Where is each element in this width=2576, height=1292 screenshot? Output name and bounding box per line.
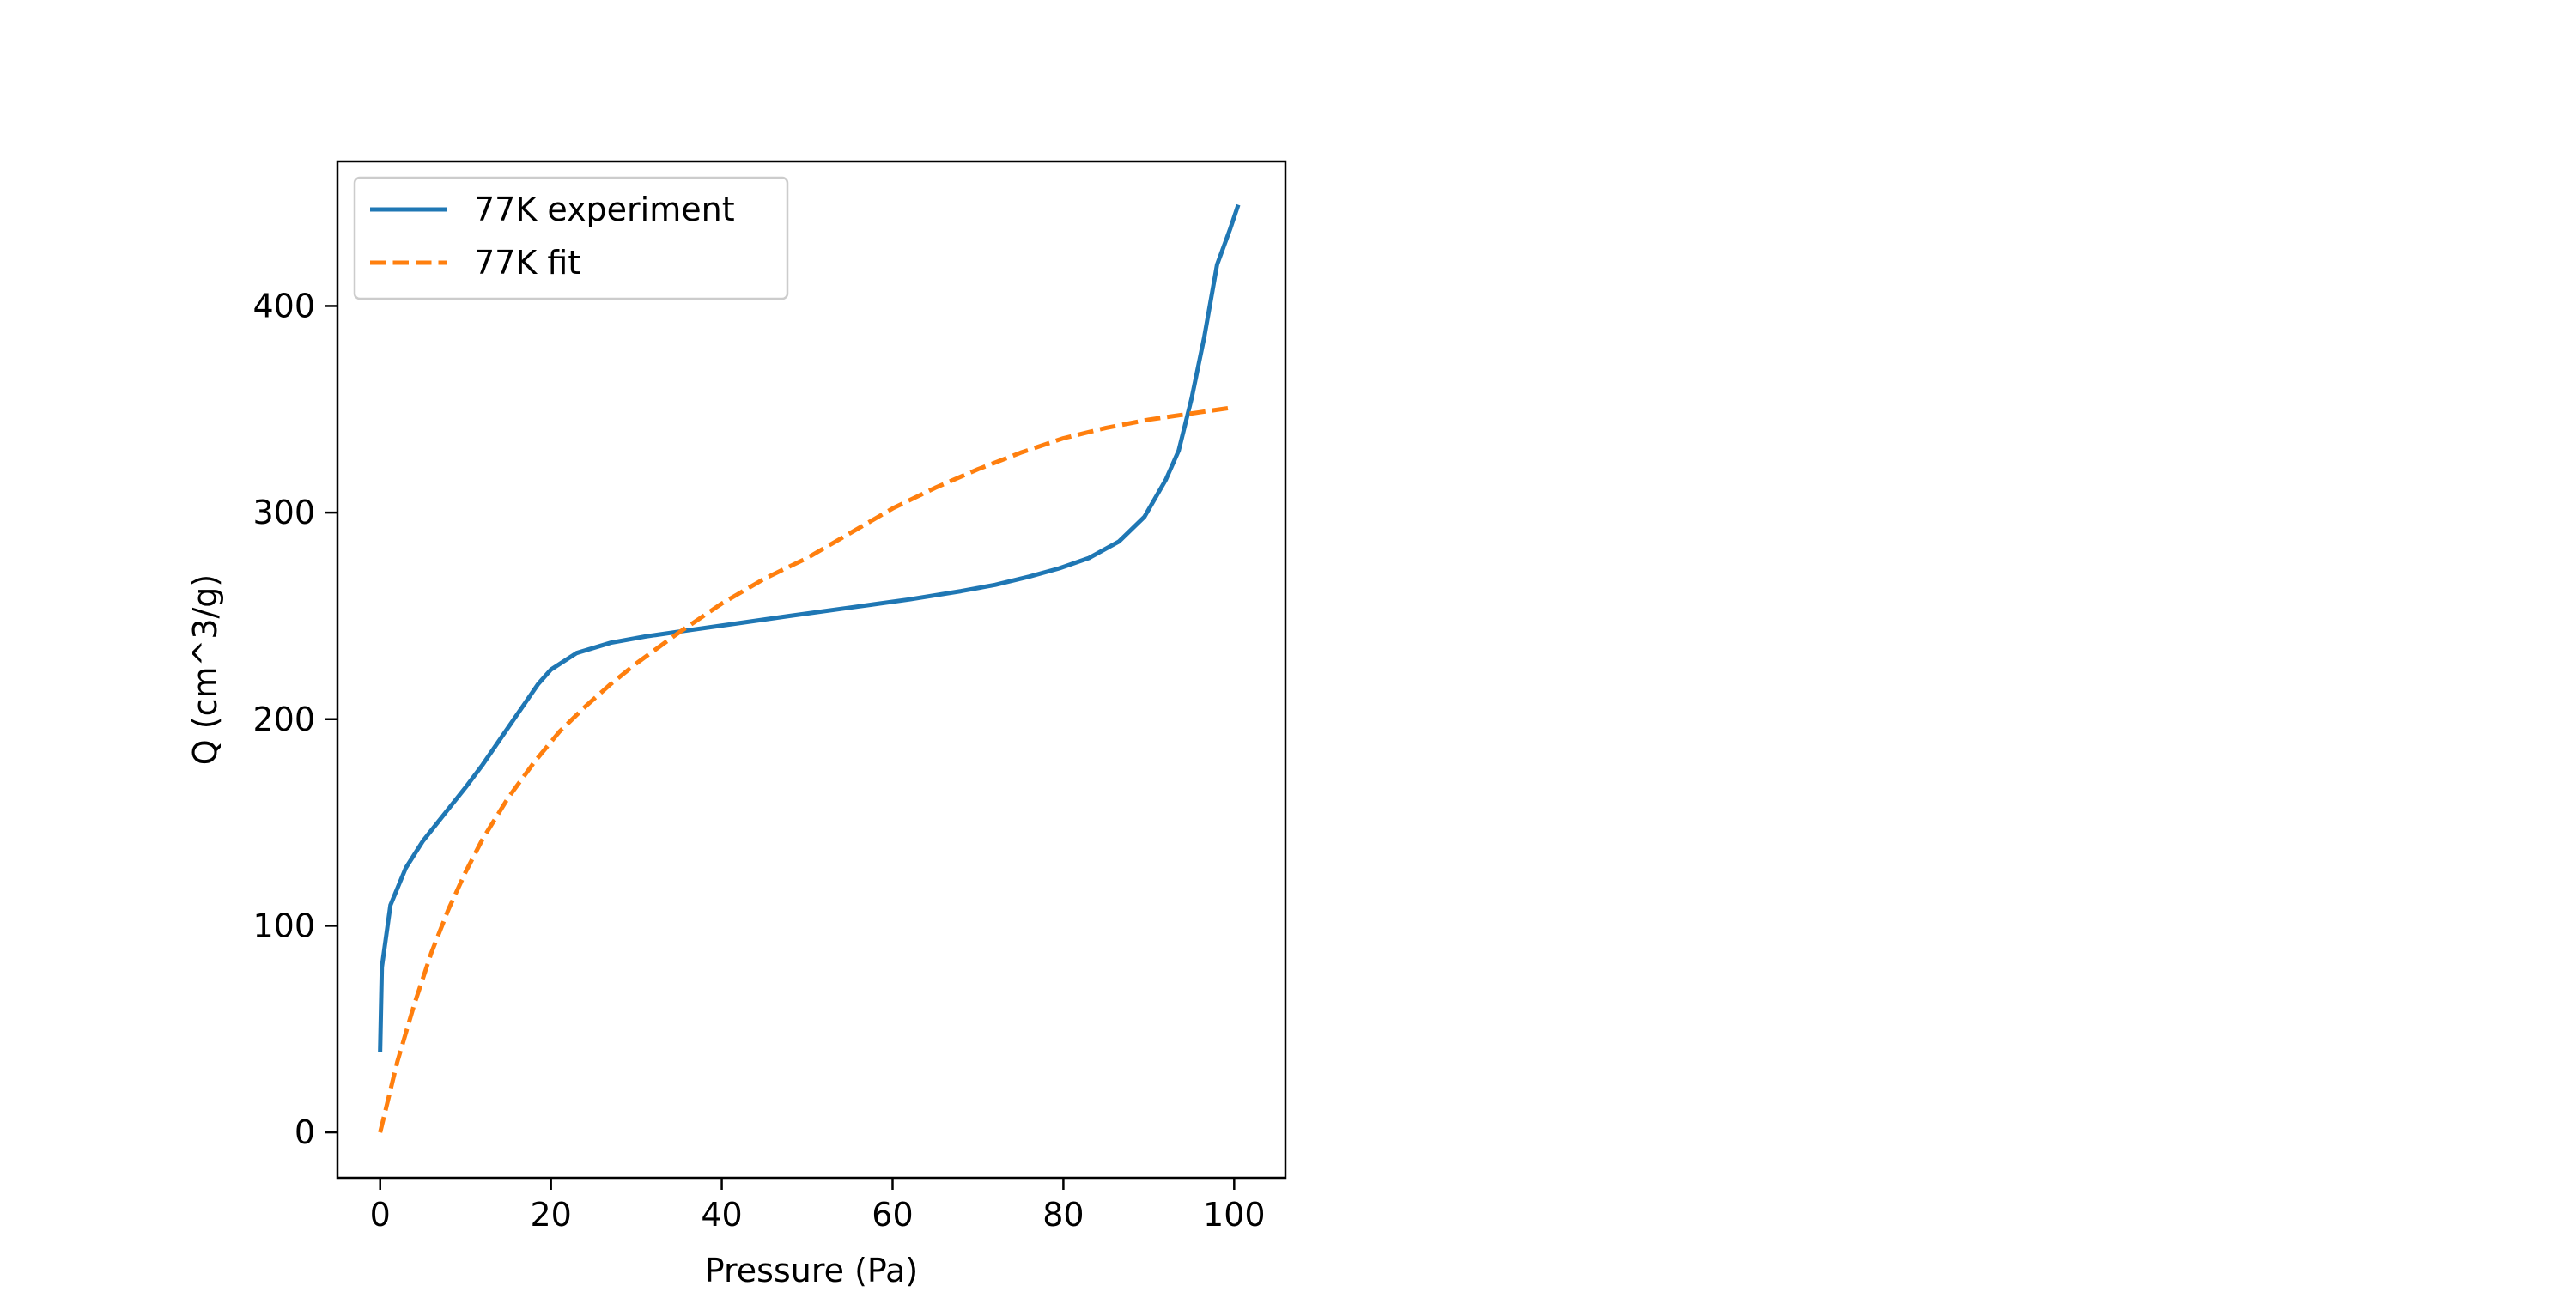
y-tick-label: 100 (252, 907, 315, 944)
plot-frame (336, 160, 1287, 1180)
x-tick-label: 60 (872, 1196, 913, 1234)
series-layer (378, 203, 1241, 1133)
axis-ticks: 0 20 40 60 80 100 0 100 200 300 400 (252, 287, 1265, 1234)
x-tick-label: 80 (1042, 1196, 1084, 1234)
series-line-experiment (378, 203, 1241, 1052)
legend-box (353, 176, 789, 300)
x-tick-label: 100 (1203, 1196, 1266, 1234)
series-line-fit (378, 404, 1235, 1133)
y-tick-label: 300 (252, 494, 315, 531)
legend-label: 77K experiment (474, 191, 735, 228)
y-tick-label: 0 (295, 1113, 315, 1151)
x-tick-label: 40 (701, 1196, 742, 1234)
y-tick-label: 200 (252, 701, 315, 738)
legend-label: 77K fit (474, 244, 580, 282)
y-tick-label: 400 (252, 287, 315, 325)
x-tick-label: 0 (370, 1196, 391, 1234)
legend: 77K experiment 77K fit (353, 176, 789, 300)
x-tick-label: 20 (530, 1196, 571, 1234)
y-axis-label: Q (cm^3/g) (186, 574, 224, 766)
x-axis-label: Pressure (Pa) (705, 1252, 918, 1288)
